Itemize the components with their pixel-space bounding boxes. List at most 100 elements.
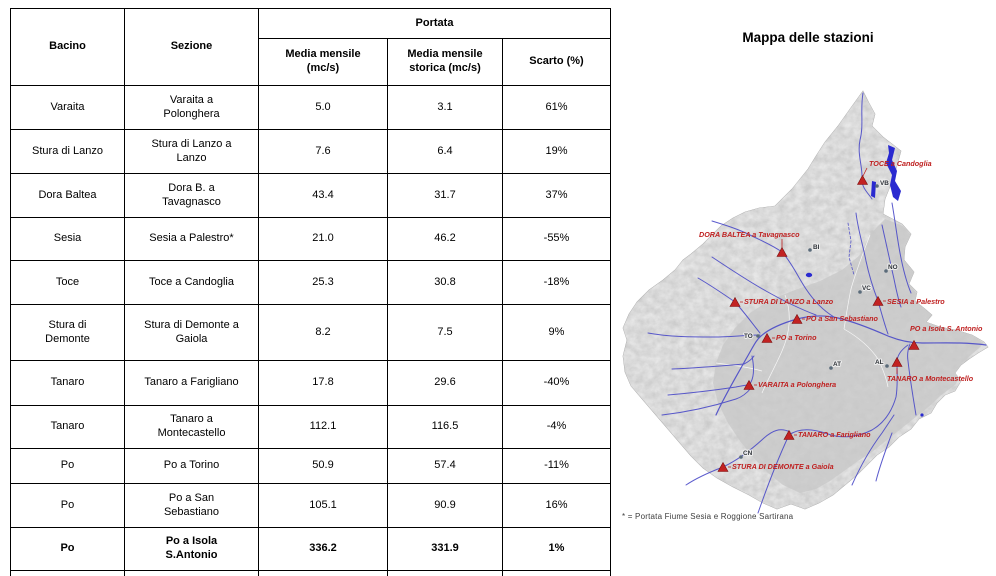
map-title: Mappa delle stazioni [742,30,874,45]
table-row: Sesia Sesia a Palestro* 21.0 46.2 -55% [10,217,611,261]
cell-media: 105.1 [258,483,388,528]
cell-bacino: Toce [10,260,125,305]
map-footnote: * = Portata Fiume Sesia e Roggione Sarti… [622,512,794,521]
station-tanaro-farigliano [783,429,795,440]
cell-media: 112.1 [258,405,388,449]
cell-media: 21.0 [258,217,388,261]
cell-media: 43.4 [258,173,388,218]
col-header-scarto: Scarto (%) [502,38,611,86]
station-markers [717,174,920,472]
station-tanaro-montecastello [891,356,903,367]
cell-storica: 30.8 [387,260,503,305]
table-row: Tanaro Tanaro a Farigliano 17.8 29.6 -40… [10,360,611,406]
cell-storica: 331.9 [387,527,503,571]
station-po-san-sebastiano [791,313,803,324]
cell-sezione: Tanaro a Farigliano [124,360,259,406]
cell-storica: 116.5 [387,405,503,449]
cell-sezione: Tanaro a Montecastello [124,405,259,449]
station-sesia-palestro [872,295,884,306]
cell-sezione: Stura di Demonte a Gaiola [124,304,259,361]
cell-media: 5.0 [258,85,388,130]
city-label: AL [875,359,884,366]
station-labels: TOCE a Candoglia DORA BALTEA a Tavagnasc… [699,159,983,471]
cell-scarto: -11% [502,448,611,484]
city-label: CN [743,450,753,457]
station-label: TANARO a Farigliano [798,430,871,439]
table-row: Dora Baltea Dora B. a Tavagnasco 43.4 31… [10,173,611,218]
cell-storica: 90.9 [387,483,503,528]
cell-sezione: Po a Isola S.Antonio [124,527,259,571]
table-row: Varaita Varaita a Polonghera 5.0 3.1 61% [10,85,611,130]
cell-storica: 3.1 [387,85,503,130]
station-stura-demonte-gaiola [717,461,729,472]
cell-scarto: 1% [502,527,611,571]
cell-bacino: Po [10,448,125,484]
station-label: TANARO a Montecastello [887,374,974,383]
cell-scarto: 16% [502,483,611,528]
cell-media: 25.3 [258,260,388,305]
cell-storica: 46.2 [387,217,503,261]
cell-scarto: -55% [502,217,611,261]
col-header-media-storica: Media mensile storica (mc/s) [387,38,503,86]
city-label: VC [862,285,871,292]
small-lake [920,413,924,417]
lake-orta [871,181,876,198]
flow-data-table: Bacino Sezione Portata Media mensile (mc… [10,8,611,576]
cell-storica: 6.4 [387,129,503,174]
station-stura-di-lanzo [729,296,741,307]
station-label: PO a San Sebastiano [806,314,879,323]
station-label: PO a Isola S. Antonio [910,324,983,333]
cell-bacino: Tanaro [10,405,125,449]
cell-storica: 7.5 [387,304,503,361]
cell-sezione: Po a San Sebastiano [124,483,259,528]
cell-bacino: Sesia [10,217,125,261]
cell-sezione: Toce a Candoglia [124,260,259,305]
col-header-portata: Portata [258,8,611,39]
col-header-bacino: Bacino [10,8,125,86]
cell-storica: 57.4 [387,448,503,484]
station-label: PO a Torino [776,333,817,342]
cell-bacino: Po [10,483,125,528]
cell-scarto: -40% [502,360,611,406]
lake-viverone [805,272,813,278]
cell-media: 17.8 [258,360,388,406]
cell-bacino: Varaita [10,85,125,130]
station-po-torino [761,332,773,343]
city-label: AT [833,361,841,368]
cell-sezione: Po a Torino [124,448,259,484]
plain-area [713,219,984,493]
station-label: DORA BALTEA a Tavagnasco [699,230,800,239]
table-row: Stura di Demonte Stura di Demonte a Gaio… [10,304,611,361]
cell-scarto: 19% [502,129,611,174]
lake-maggiore [886,145,901,201]
cell-scarto: -4% [502,405,611,449]
cell-sezione: Stura di Lanzo a Lanzo [124,129,259,174]
col-header-sezione: Sezione [124,8,259,86]
table-row: Stura di Lanzo Stura di Lanzo a Lanzo 7.… [10,129,611,174]
station-label: STURA DI LANZO a Lanzo [744,297,834,306]
cell-bacino: Dora Baltea [10,173,125,218]
cell-storica: 31.7 [387,173,503,218]
cell-scarto: -18% [502,260,611,305]
cell-storica: 29.6 [387,360,503,406]
cell-media: 8.2 [258,304,388,361]
table-row: Po Po a San Sebastiano 105.1 90.9 16% [10,483,611,528]
col-header-media-mensile: Media mensile (mc/s) [258,38,388,86]
city-markers: VB BI NO VC TO AT AL CN [739,179,899,459]
city-label: VB [880,180,889,187]
city-label: NO [888,264,898,271]
cell-sezione: Sesia a Palestro* [124,217,259,261]
station-varaita-polonghera [743,379,755,390]
cell-bacino: Stura di Demonte [10,304,125,361]
cell-scarto: 61% [502,85,611,130]
stations-map: VB BI NO VC TO AT AL CN TOCE a Ca [620,85,996,535]
cell-sezione: Varaita a Polonghera [124,85,259,130]
lakes [805,145,924,417]
cell-media: 50.9 [258,448,388,484]
table-row: Tanaro Tanaro a Montecastello 112.1 116.… [10,405,611,449]
station-dora-baltea-tavagnasco [776,246,788,257]
city-label: TO [744,333,753,340]
cell-sezione: Dora B. a Tavagnasco [124,173,259,218]
station-label: TOCE a Candoglia [869,159,932,168]
station-leader-lines [728,167,898,468]
